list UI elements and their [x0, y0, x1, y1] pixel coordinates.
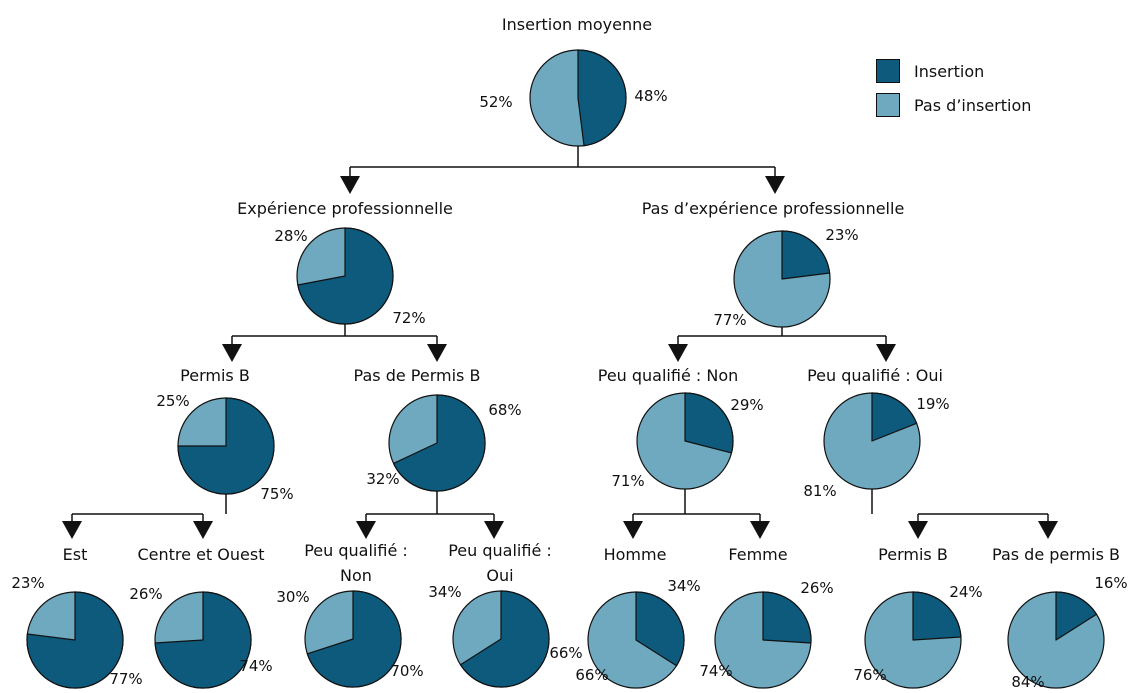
arrow-head — [340, 176, 360, 194]
legend-label-pas-insertion: Pas d’insertion — [914, 95, 1032, 115]
node-label: Centre et Ouest — [138, 545, 265, 564]
arrow-head — [193, 521, 213, 539]
pct-label-insertion: 75% — [260, 485, 293, 503]
arrow-head — [1038, 521, 1058, 539]
pct-label-insertion: 72% — [392, 309, 425, 327]
pie-slice-insertion — [684, 392, 734, 454]
node-label: Pas de Permis B — [354, 366, 481, 385]
node-label: Expérience professionnelle — [237, 199, 453, 218]
legend-swatch-pas-insertion — [876, 93, 900, 117]
pie-slice-insertion — [912, 591, 962, 641]
pct-label-pas-insertion: 28% — [274, 227, 307, 245]
arrow-head — [908, 521, 928, 539]
arrow-head — [62, 521, 82, 539]
pct-label-insertion: 74% — [239, 657, 272, 675]
legend-item-insertion: Insertion — [876, 54, 1031, 88]
arrow-head — [222, 344, 242, 362]
node-label: Femme — [728, 545, 787, 564]
arrow-head — [623, 521, 643, 539]
arrow-head — [876, 344, 896, 362]
pct-label-pas-insertion: 30% — [276, 588, 309, 606]
pie-slice-insertion — [781, 230, 831, 280]
pct-label-pas-insertion: 77% — [713, 311, 746, 329]
pct-label-pas-insertion: 81% — [803, 482, 836, 500]
pie-slice-insertion — [177, 397, 275, 495]
pct-label-insertion: 68% — [488, 401, 521, 419]
pie-slice-insertion — [459, 590, 550, 688]
pie-slice-insertion — [577, 49, 627, 147]
legend-swatch-insertion — [876, 59, 900, 83]
node-label: Pas de permis B — [992, 545, 1120, 564]
pct-label-insertion: 23% — [825, 226, 858, 244]
pie-slice-insertion — [306, 590, 402, 688]
pct-label-pas-insertion: 84% — [1011, 673, 1044, 691]
node-label: Peu qualifié : Non — [598, 366, 739, 385]
pct-label-pas-insertion: 52% — [479, 93, 512, 111]
pie-slice-insertion — [635, 591, 685, 667]
pct-label-pas-insertion: 76% — [853, 666, 886, 684]
pct-label-pas-insertion: 34% — [428, 583, 461, 601]
node-label: Non — [340, 566, 372, 585]
arrow-head — [750, 521, 770, 539]
pie-slice-insertion — [26, 591, 124, 689]
pct-label-pas-insertion: 32% — [366, 470, 399, 488]
legend-item-pas-insertion: Pas d’insertion — [876, 88, 1031, 122]
pct-label-insertion: 48% — [634, 87, 667, 105]
pie-slice-insertion — [154, 591, 252, 689]
pie-slice-insertion — [1055, 591, 1098, 641]
arrow-head — [356, 521, 376, 539]
node-label: Peu qualifié : — [448, 541, 552, 560]
pct-label-insertion: 16% — [1094, 574, 1127, 592]
pct-label-insertion: 26% — [800, 579, 833, 597]
arrow-head — [484, 521, 504, 539]
node-label: Pas d’expérience professionnelle — [642, 199, 905, 218]
node-label: Homme — [604, 545, 667, 564]
node-label: Peu qualifié : Oui — [807, 366, 943, 385]
arrow-head — [668, 344, 688, 362]
arrow-head — [765, 176, 785, 194]
node-label: Insertion moyenne — [502, 15, 652, 34]
pct-label-insertion: 29% — [730, 396, 763, 414]
arrow-head — [427, 344, 447, 362]
pct-label-pas-insertion: 26% — [129, 585, 162, 603]
node-label: Oui — [486, 566, 513, 585]
pct-label-pas-insertion: 71% — [611, 472, 644, 490]
node-label: Permis B — [878, 545, 948, 564]
pct-label-insertion: 70% — [390, 662, 423, 680]
pct-label-pas-insertion: 25% — [156, 392, 189, 410]
pie-slice-insertion — [297, 227, 394, 325]
node-label: Peu qualifié : — [304, 541, 408, 560]
pct-label-insertion: 77% — [109, 670, 142, 688]
pct-label-insertion: 24% — [949, 583, 982, 601]
pct-label-insertion: 19% — [916, 395, 949, 413]
pct-label-insertion: 66% — [549, 644, 582, 662]
pie-slice-insertion — [762, 591, 812, 644]
pct-label-pas-insertion: 23% — [11, 574, 44, 592]
pct-label-insertion: 34% — [667, 577, 700, 595]
pie-slice-insertion — [392, 394, 486, 492]
pie-slice-insertion — [871, 392, 918, 442]
pct-label-pas-insertion: 74% — [699, 662, 732, 680]
node-label: Est — [63, 545, 88, 564]
legend-label-insertion: Insertion — [914, 61, 985, 81]
node-label: Permis B — [180, 366, 250, 385]
legend: Insertion Pas d’insertion — [876, 54, 1031, 122]
pct-label-pas-insertion: 66% — [575, 666, 608, 684]
